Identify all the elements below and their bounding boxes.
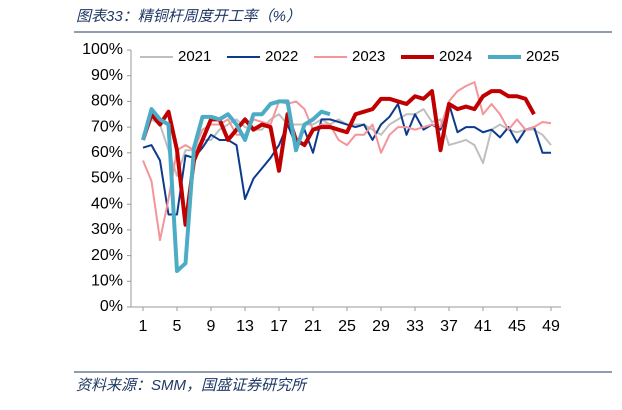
x-tick-label: 41: [474, 318, 492, 335]
x-tick-label: 33: [406, 318, 424, 335]
x-tick-label: 1: [139, 318, 148, 335]
series-line: [141, 89, 536, 227]
series-line: [142, 102, 551, 216]
legend-label: 2021: [178, 48, 211, 65]
x-tick-label: 45: [508, 318, 526, 335]
y-tick-label: 60%: [91, 144, 123, 161]
x-tick-label: 37: [440, 318, 458, 335]
legend-label: 2022: [265, 48, 298, 65]
legend-label: 2024: [439, 48, 472, 65]
y-tick-label: 80%: [91, 93, 123, 110]
x-tick-label: 5: [173, 318, 182, 335]
chart-title: 图表33：精铜杆周度开工率（%）: [76, 8, 301, 25]
y-tick-label: 30%: [91, 221, 123, 238]
legend-label: 2025: [526, 48, 559, 65]
source-note: 资料来源：SMM，国盛证券研究所: [76, 377, 308, 394]
x-tick-label: 17: [270, 318, 288, 335]
y-tick-label: 70%: [91, 118, 123, 135]
y-tick-label: 20%: [91, 247, 123, 264]
y-tick-label: 90%: [91, 67, 123, 84]
x-tick-label: 9: [207, 318, 216, 335]
x-tick-label: 13: [236, 318, 254, 335]
x-tick-label: 49: [542, 318, 560, 335]
series-line: [142, 108, 552, 177]
y-tick-label: 0%: [100, 298, 123, 315]
series-line: [141, 99, 331, 274]
x-tick-label: 29: [372, 318, 390, 335]
y-tick-label: 10%: [91, 273, 123, 290]
y-tick-label: 50%: [91, 170, 123, 187]
y-tick-label: 100%: [82, 41, 123, 58]
y-tick-label: 40%: [91, 195, 123, 212]
legend-label: 2023: [352, 48, 385, 65]
series-line: [142, 81, 552, 242]
x-tick-label: 21: [304, 318, 322, 335]
x-tick-label: 25: [338, 318, 356, 335]
